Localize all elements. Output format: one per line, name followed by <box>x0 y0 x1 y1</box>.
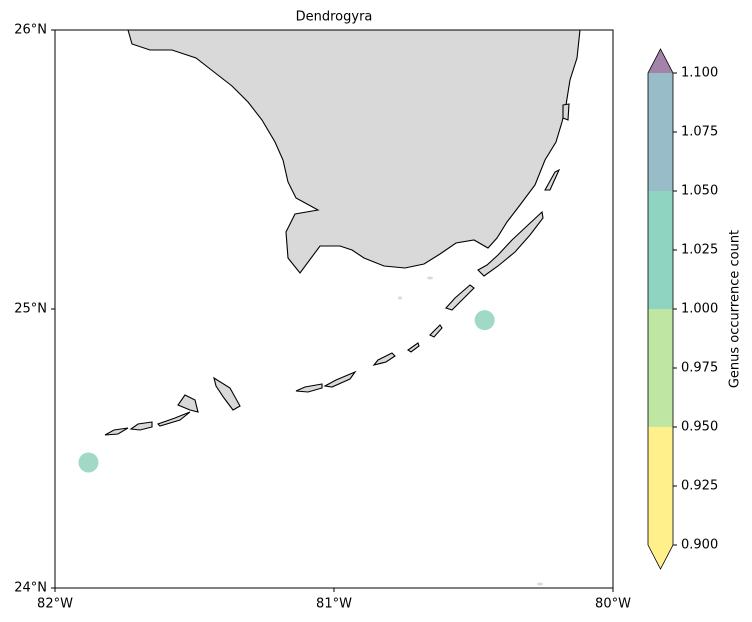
colorbar-tick-label: 1.000 <box>681 302 718 317</box>
reef <box>537 582 543 586</box>
colorbar-tick-label: 0.950 <box>681 420 718 435</box>
colorbar-tick-label: 1.075 <box>681 125 718 140</box>
key <box>562 103 570 121</box>
colorbar-tick-label: 0.975 <box>681 361 718 376</box>
key <box>372 352 396 366</box>
key <box>323 370 357 388</box>
basemap <box>104 30 581 586</box>
colorbar-tick-label: 0.900 <box>681 538 718 553</box>
colorbar-band <box>648 309 673 368</box>
colorbar-band <box>648 368 673 427</box>
key <box>104 427 129 436</box>
colorbar-tick-label: 0.925 <box>681 479 718 494</box>
x-tick-label: 80°W <box>595 597 631 612</box>
mainland <box>127 30 581 274</box>
chart-title: Dendrogyra <box>296 10 373 25</box>
occurrence-point <box>78 452 99 473</box>
colorbar-band <box>648 250 673 309</box>
colorbar-band <box>648 73 673 132</box>
colorbar-extend-low <box>648 545 673 569</box>
colorbar-extend-high <box>648 49 673 73</box>
key <box>445 284 475 311</box>
key <box>295 383 323 393</box>
key-largo <box>477 210 544 277</box>
key <box>407 342 420 353</box>
reef <box>344 242 352 246</box>
occurrence-point <box>474 310 495 331</box>
reef <box>427 276 433 280</box>
colorbar-tick-label: 1.100 <box>681 66 718 81</box>
x-tick-label: 82°W <box>37 597 73 612</box>
colorbar-tick-label: 1.025 <box>681 243 718 258</box>
key <box>544 168 561 191</box>
y-tick-label: 26°N <box>14 23 47 38</box>
colorbar-label: Genus occurrence count <box>728 230 743 388</box>
colorbar-band <box>648 191 673 250</box>
key <box>177 394 199 413</box>
reef <box>398 296 402 300</box>
key-west <box>129 421 153 431</box>
big-pine <box>213 376 241 411</box>
x-tick-label: 81°W <box>316 597 352 612</box>
y-tick-label: 24°N <box>14 581 47 596</box>
key <box>156 411 191 427</box>
colorbar-band <box>648 427 673 486</box>
colorbar-band <box>648 132 673 191</box>
key <box>429 324 443 338</box>
colorbar-tick-label: 1.050 <box>681 184 718 199</box>
colorbar-band <box>648 486 673 545</box>
y-tick-label: 25°N <box>14 302 47 317</box>
